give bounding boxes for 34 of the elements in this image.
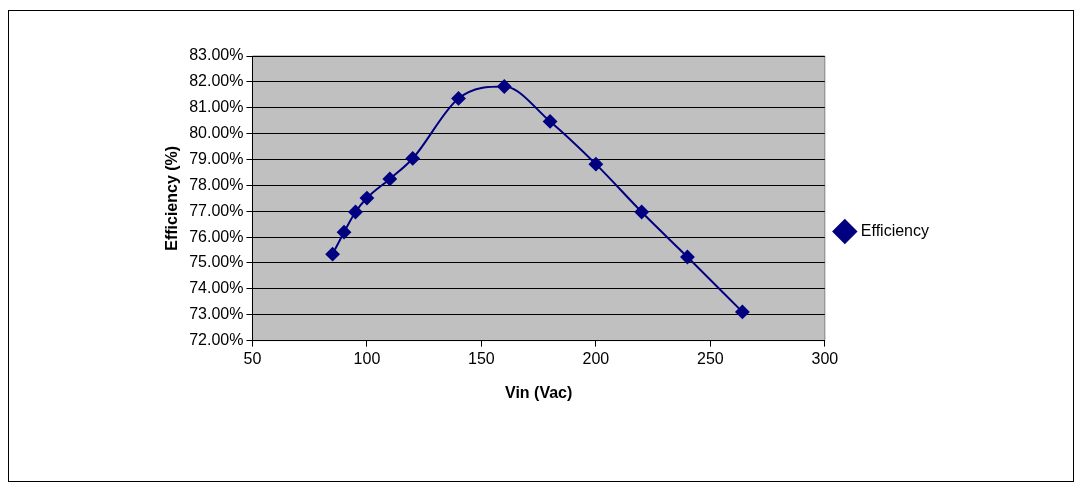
x-tick-label: 250 [697, 349, 724, 367]
point [588, 157, 603, 172]
y-tick-label: 76.00% [189, 227, 244, 245]
point [348, 205, 363, 220]
point [497, 79, 512, 94]
point [451, 91, 466, 106]
point [325, 247, 340, 262]
point [680, 250, 695, 265]
x-tick-label: 300 [811, 349, 839, 367]
y-tick-label: 78.00% [189, 175, 244, 193]
y-tick-label: 81.00% [189, 98, 244, 116]
point [405, 151, 420, 166]
x-axis-title: Vin (Vac) [504, 383, 573, 401]
point [359, 191, 374, 206]
y-tick-label: 75.00% [189, 253, 244, 271]
x-tick-label: 100 [353, 349, 381, 367]
y-axis-title: Efficiency (%) [163, 145, 181, 251]
y-tick-label: 72.00% [189, 331, 244, 349]
point [543, 114, 558, 129]
legend-label: Efficiency [860, 221, 930, 239]
x-tick-label: 50 [243, 349, 262, 367]
y-tick-label: 83.00% [189, 46, 244, 64]
point [337, 225, 352, 240]
point [382, 171, 397, 186]
y-tick-label: 79.00% [189, 149, 244, 167]
y-tick-label: 82.00% [189, 72, 244, 90]
point [634, 205, 649, 220]
x-tick-label: 150 [468, 349, 495, 367]
y-tick-label: 77.00% [189, 201, 244, 219]
point [735, 304, 750, 319]
x-tick-label: 200 [582, 349, 610, 367]
y-tick-label: 80.00% [189, 124, 244, 142]
y-tick-label: 74.00% [189, 279, 244, 297]
y-tick-label: 73.00% [189, 305, 244, 323]
